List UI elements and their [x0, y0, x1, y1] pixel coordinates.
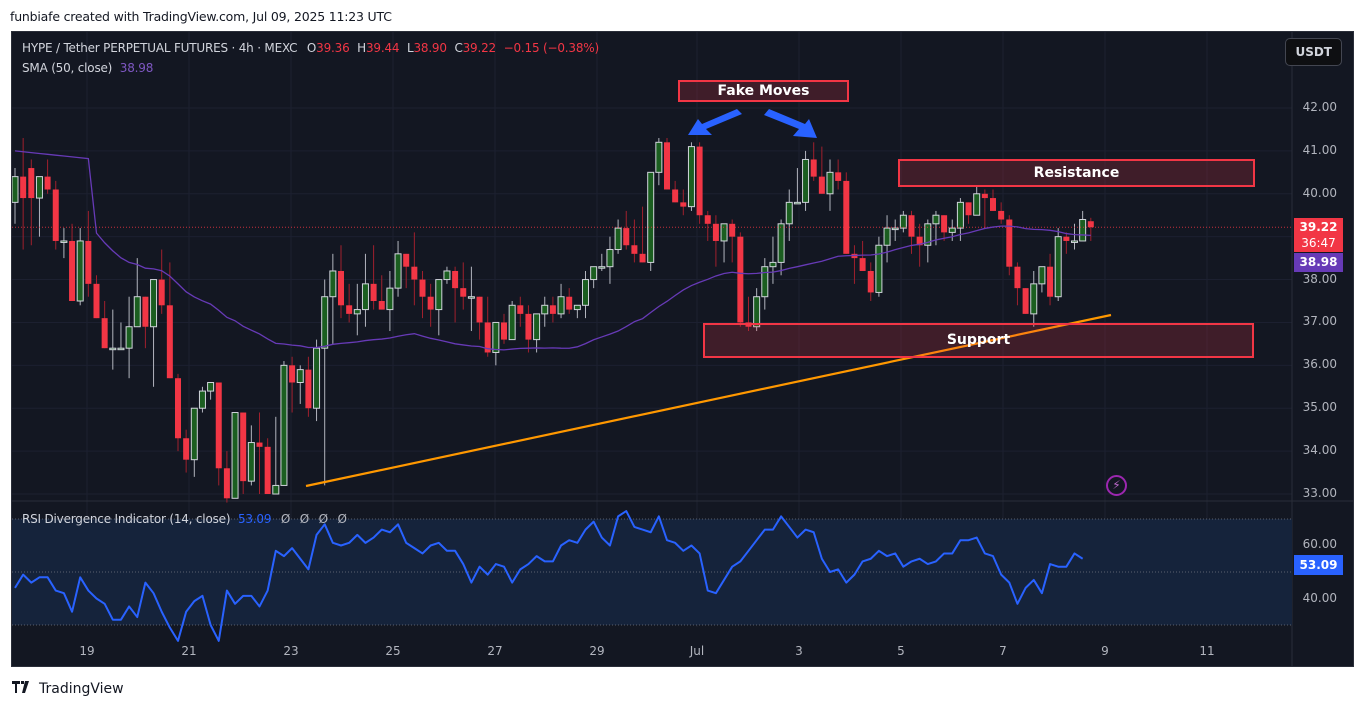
- sma-legend[interactable]: SMA (50, close) 38.98: [22, 61, 153, 75]
- currency-button[interactable]: USDT: [1285, 38, 1342, 66]
- fake-moves-label[interactable]: Fake Moves: [678, 80, 849, 102]
- symbol-legend: HYPE / Tether PERPETUAL FUTURES · 4h · M…: [22, 41, 599, 55]
- price-tick: 40.00: [1302, 185, 1337, 200]
- chart-container[interactable]: HYPE / Tether PERPETUAL FUTURES · 4h · M…: [11, 31, 1354, 667]
- time-tick: 25: [385, 644, 401, 658]
- last-price-tag: 39.22: [1294, 218, 1343, 237]
- countdown-tag: 36:47: [1294, 235, 1343, 252]
- price-tick: 34.00: [1302, 443, 1337, 458]
- time-tick: 21: [181, 644, 197, 658]
- time-tick: 27: [487, 644, 503, 658]
- low-value: 38.90: [413, 41, 447, 55]
- chart-caption: funbiafe created with TradingView.com, J…: [10, 9, 392, 24]
- price-tick: 41.00: [1302, 142, 1337, 157]
- sma-price-tag: 38.98: [1294, 253, 1343, 272]
- chart-canvas[interactable]: [12, 32, 1354, 667]
- symbol-title[interactable]: HYPE / Tether PERPETUAL FUTURES · 4h · M…: [22, 41, 298, 55]
- price-tick: 37.00: [1302, 314, 1337, 329]
- price-tick: 38.00: [1302, 271, 1337, 286]
- sma-value: 38.98: [119, 61, 154, 75]
- sma-label: SMA (50, close): [22, 61, 113, 75]
- time-tick: Jul: [689, 644, 705, 658]
- rsi-value-tag: 53.09: [1294, 555, 1343, 575]
- change-value: −0.15 (−0.38%): [503, 41, 600, 55]
- support-zone[interactable]: Support: [703, 323, 1254, 358]
- rsi-label: RSI Divergence Indicator (14, close): [22, 512, 231, 526]
- rsi-tick-60: 60.00: [1302, 537, 1337, 551]
- time-tick: 5: [897, 644, 905, 658]
- time-tick: 7: [999, 644, 1007, 658]
- price-tick: 42.00: [1302, 100, 1337, 114]
- open-value: 39.36: [316, 41, 350, 55]
- tradingview-logo-text: TradingView: [39, 681, 124, 697]
- low-label: L: [406, 41, 414, 55]
- time-tick: 9: [1101, 644, 1109, 658]
- rsi-value: 53.09: [237, 512, 272, 526]
- time-tick: 23: [283, 644, 299, 658]
- price-tick: 36.00: [1302, 357, 1337, 372]
- rsi-legend[interactable]: RSI Divergence Indicator (14, close) 53.…: [22, 512, 347, 526]
- rsi-na-4: Ø: [337, 512, 347, 526]
- tradingview-logo[interactable]: TradingView: [12, 681, 124, 697]
- time-tick: 3: [795, 644, 803, 658]
- rsi-na-3: Ø: [318, 512, 328, 526]
- price-tick: 35.00: [1302, 400, 1337, 415]
- resistance-zone[interactable]: Resistance: [898, 159, 1255, 187]
- price-tick: 33.00: [1302, 486, 1337, 500]
- rsi-na-1: Ø: [280, 512, 291, 526]
- time-tick: 19: [79, 644, 95, 658]
- rsi-na-2: Ø: [299, 512, 310, 526]
- tradingview-logo-icon: [12, 681, 34, 697]
- rsi-tick-40: 40.00: [1302, 591, 1337, 605]
- time-tick: 29: [589, 644, 605, 658]
- close-value: 39.22: [462, 41, 497, 55]
- time-tick: 11: [1199, 644, 1215, 658]
- open-label: O: [306, 41, 317, 55]
- close-label: C: [454, 41, 463, 55]
- high-value: 39.44: [365, 41, 400, 55]
- lightning-icon[interactable]: ⚡: [1106, 475, 1127, 496]
- high-label: H: [357, 41, 366, 55]
